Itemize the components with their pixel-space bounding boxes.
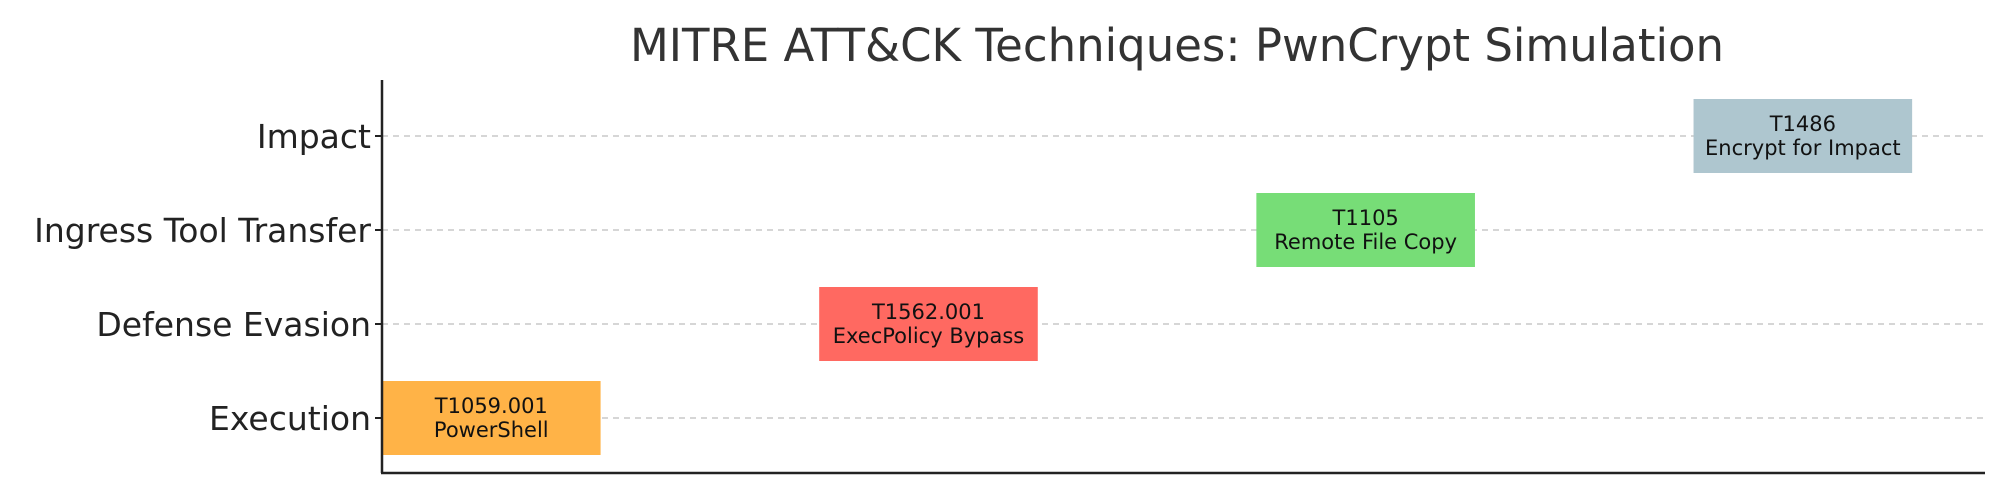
technique-bars — [382, 99, 1913, 455]
technique-id-label: T1486 — [1769, 112, 1836, 136]
technique-id-label: T1562.001 — [871, 300, 985, 324]
technique-name-label: Remote File Copy — [1274, 230, 1457, 254]
y-tick-label: Defense Evasion — [96, 305, 371, 344]
y-tick-label: Ingress Tool Transfer — [34, 211, 371, 250]
y-tick-label: Execution — [209, 399, 371, 438]
y-axis-ticks: Execution Defense Evasion Ingress Tool Tra… — [34, 117, 382, 438]
technique-name-label: PowerShell — [434, 418, 549, 442]
technique-name-label: Encrypt for Impact — [1705, 136, 1901, 160]
technique-id-label: T1105 — [1332, 206, 1399, 230]
grid-lines — [382, 135, 1985, 419]
technique-bar — [382, 381, 601, 455]
chart-title: MITRE ATT&CK Techniques: PwnCrypt Simula… — [630, 19, 1724, 72]
technique-bar — [1256, 193, 1475, 267]
technique-bar — [819, 287, 1038, 361]
technique-name-label: ExecPolicy Bypass — [833, 324, 1025, 348]
technique-id-label: T1059.001 — [434, 394, 548, 418]
technique-bar — [1693, 99, 1913, 173]
y-tick-label: Impact — [257, 117, 371, 156]
